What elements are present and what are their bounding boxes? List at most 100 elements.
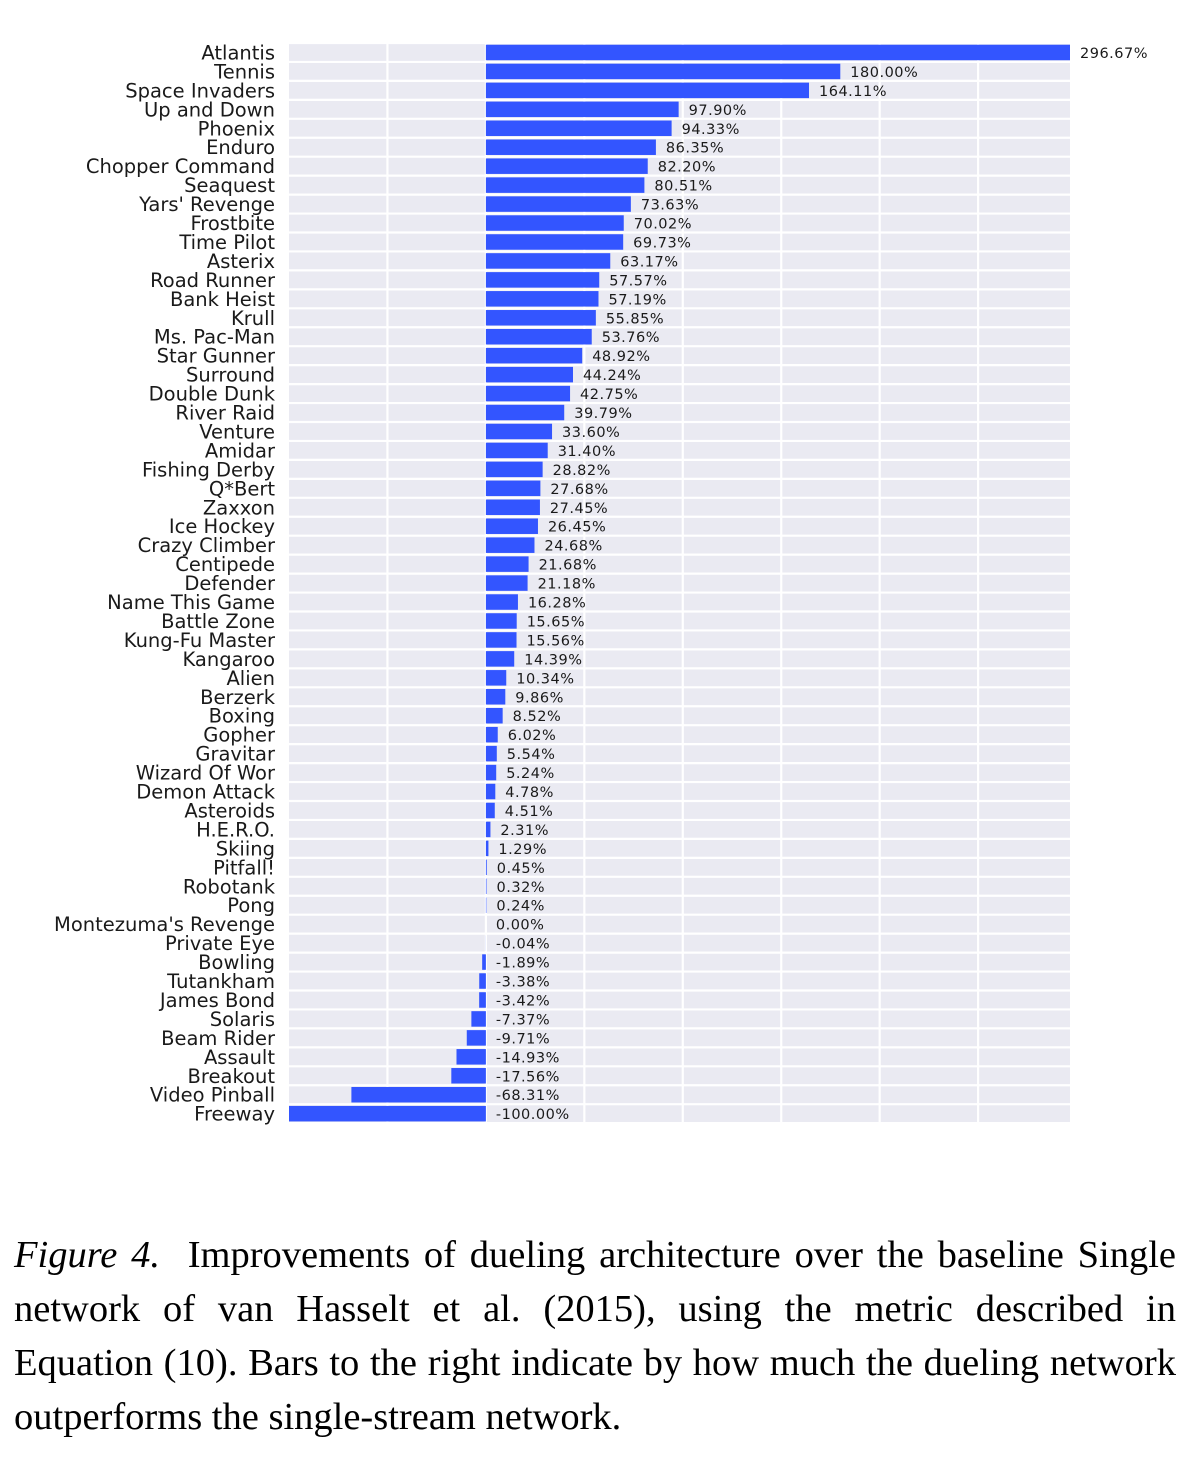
category-label: Phoenix xyxy=(198,117,275,140)
bar xyxy=(485,158,648,174)
category-label: Frostbite xyxy=(190,212,275,235)
value-label: 73.63% xyxy=(641,198,699,214)
category-label: Tutankham xyxy=(166,970,275,993)
category-label: Private Eye xyxy=(165,932,275,955)
bar xyxy=(479,992,486,1008)
category-label: Centipede xyxy=(175,553,275,576)
category-label: Krull xyxy=(231,307,275,330)
category-label: Breakout xyxy=(188,1065,276,1088)
value-label: 63.17% xyxy=(620,254,678,270)
bar xyxy=(485,594,518,610)
category-label: Crazy Climber xyxy=(138,534,276,557)
value-label: 8.52% xyxy=(513,709,562,725)
value-label: 94.33% xyxy=(682,122,740,138)
value-label: 1.29% xyxy=(498,842,547,858)
value-label: -7.37% xyxy=(496,1012,550,1028)
bar xyxy=(466,1030,486,1046)
value-label: 53.76% xyxy=(602,330,660,346)
category-label: Boxing xyxy=(209,705,275,728)
value-labels: 296.67% 180.00% 164.11% 97.90% 94.33% 86.35% 8… xyxy=(496,46,1148,1123)
category-label: Wizard Of Wor xyxy=(136,762,276,785)
category-label: Gopher xyxy=(203,724,276,747)
category-label: Robotank xyxy=(183,875,276,898)
value-label: 48.92% xyxy=(592,349,650,365)
category-label: Gravitar xyxy=(195,743,276,766)
bar xyxy=(485,480,541,497)
bars xyxy=(289,44,1070,1122)
value-label: 70.02% xyxy=(634,217,692,233)
bar xyxy=(485,878,487,895)
bar xyxy=(451,1068,486,1084)
value-label: 69.73% xyxy=(633,235,691,251)
category-label: Bank Heist xyxy=(170,288,275,311)
value-label: 15.56% xyxy=(527,633,585,649)
value-label: 296.67% xyxy=(1080,46,1148,62)
category-label: Chopper Command xyxy=(86,155,275,178)
category-label: Space Invaders xyxy=(125,79,275,102)
value-label: 0.32% xyxy=(497,880,546,896)
value-label: 26.45% xyxy=(548,520,606,536)
plot-background xyxy=(289,43,1070,1124)
value-label: 4.78% xyxy=(505,785,554,801)
category-label: Double Dunk xyxy=(149,383,276,406)
bar xyxy=(485,101,679,118)
bar xyxy=(289,1105,486,1122)
category-label: H.E.R.O. xyxy=(196,818,275,841)
category-label: Star Gunner xyxy=(157,345,276,368)
value-label: 27.45% xyxy=(550,501,608,517)
category-label: Alien xyxy=(226,667,275,690)
bar xyxy=(485,196,631,212)
category-label: Asterix xyxy=(207,250,275,273)
category-label: Q*Bert xyxy=(209,477,275,500)
value-label: 27.68% xyxy=(550,482,608,498)
category-label: Amidar xyxy=(205,439,276,462)
bar xyxy=(479,973,486,989)
bar xyxy=(485,366,573,383)
value-label: 44.24% xyxy=(583,368,641,384)
bar xyxy=(485,575,528,591)
category-label: Seaquest xyxy=(184,174,275,197)
bar xyxy=(351,1086,486,1103)
bar xyxy=(485,726,498,743)
category-label: Time Pilot xyxy=(178,231,275,254)
value-label: 80.51% xyxy=(654,179,712,195)
bar xyxy=(485,215,624,231)
category-label: River Raid xyxy=(175,402,275,425)
category-label: Solaris xyxy=(210,1008,275,1031)
category-label: Pitfall! xyxy=(213,856,275,879)
value-label: -1.89% xyxy=(496,956,550,972)
category-label: Bowling xyxy=(198,951,275,974)
bar xyxy=(456,1049,486,1065)
value-label: 28.82% xyxy=(553,463,611,479)
category-label: Skiing xyxy=(216,837,275,860)
value-label: -9.71% xyxy=(496,1031,550,1047)
category-label: Ms. Pac-Man xyxy=(154,326,275,349)
bar xyxy=(485,802,495,819)
value-label: -3.42% xyxy=(496,993,550,1009)
bar xyxy=(485,253,611,269)
category-label: Venture xyxy=(199,420,275,443)
value-label: 82.20% xyxy=(658,160,716,176)
bar xyxy=(485,234,624,250)
value-label: 9.86% xyxy=(515,690,564,706)
category-label: Freeway xyxy=(194,1103,275,1126)
category-label: Kangaroo xyxy=(182,648,275,671)
value-label: 2.31% xyxy=(500,823,549,839)
value-label: 21.18% xyxy=(538,577,596,593)
category-label: Assault xyxy=(204,1046,275,1069)
value-label: 55.85% xyxy=(606,311,664,327)
bar xyxy=(485,745,497,762)
category-label: Beam Rider xyxy=(161,1027,276,1050)
value-label: 39.79% xyxy=(574,406,632,422)
category-label: Asteroids xyxy=(184,799,275,822)
bar xyxy=(485,423,553,440)
bar xyxy=(485,347,583,364)
bar xyxy=(485,82,810,99)
bar xyxy=(485,310,596,326)
bar xyxy=(485,404,565,421)
category-label: Ice Hockey xyxy=(169,515,275,538)
bar xyxy=(485,499,540,516)
value-label: 15.65% xyxy=(527,614,585,630)
category-label: Zaxxon xyxy=(203,496,275,519)
